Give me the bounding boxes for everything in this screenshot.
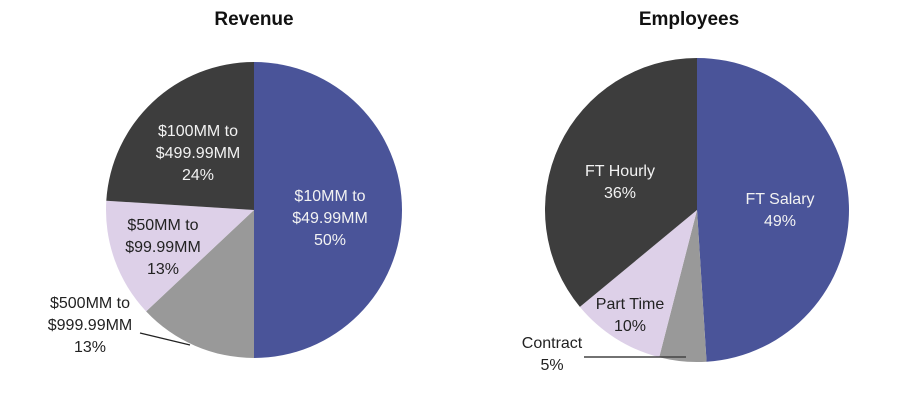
pie-slice [106,200,255,312]
revenue-label-50mm: $50MM to $99.99MM 13% [125,217,201,278]
pie-slice [545,58,697,307]
employees-label-contract: Contract 5% [521,335,583,374]
pie-slice [254,62,402,358]
employees-label-ft-hourly: FT Hourly 36% [585,163,655,202]
revenue-chart: Revenue $10MM to $49.99MM 50% $100MM to … [47,9,402,358]
pie-slice [697,58,850,362]
revenue-leader-line [139,332,191,346]
revenue-pie [106,62,402,358]
employees-chart: Employees FT Salary 49% FT Hourly 36% Pa… [460,0,920,403]
employees-label-part-time: Part Time 10% [595,296,665,335]
revenue-label-100mm: $100MM to $499.99MM 24% [155,123,241,184]
pie-slice [579,210,697,358]
revenue-label-500mm: $500MM to $999.99MM 13% [47,295,133,356]
employees-chart-title: Employees [638,9,740,30]
revenue-label-10mm: $10MM to $49.99MM 50% [292,188,368,249]
employees-pie [545,58,850,362]
employees-label-ft-salary: FT Salary 49% [745,191,815,230]
revenue-chart-title: Revenue [214,9,294,30]
pie-slice [659,210,707,362]
pie-slice [106,62,254,210]
pie-slice [146,210,254,358]
